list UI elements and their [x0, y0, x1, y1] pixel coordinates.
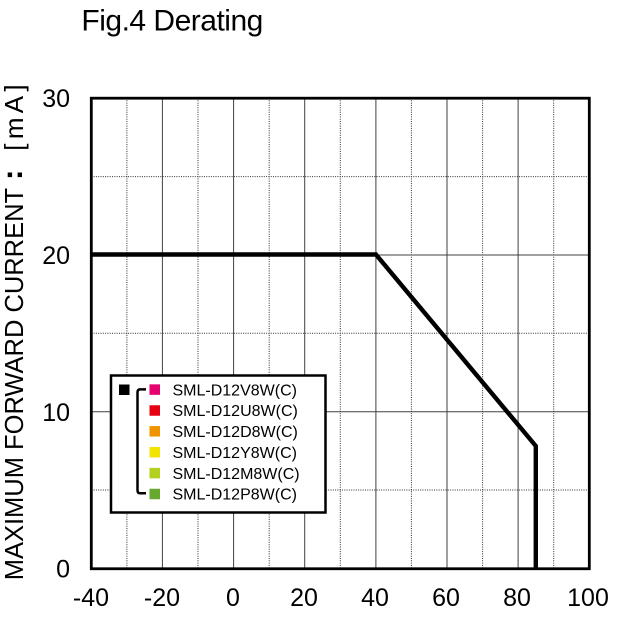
- svg-text:60: 60: [432, 584, 460, 612]
- svg-text:SML-D12U8W(C): SML-D12U8W(C): [173, 403, 298, 420]
- svg-text:SML-D12D8W(C): SML-D12D8W(C): [173, 424, 298, 441]
- svg-text:MAXIMUM FORWARD CURRENT: MAXIMUM FORWARD CURRENT: [1, 188, 29, 580]
- svg-text:0: 0: [56, 556, 70, 584]
- svg-text:-40: -40: [73, 584, 109, 612]
- svg-text:80: 80: [503, 584, 531, 612]
- svg-text:[mA]: [mA]: [0, 80, 29, 151]
- svg-text:SML-D12P8W(C): SML-D12P8W(C): [173, 487, 297, 504]
- svg-text:SML-D12M8W(C): SML-D12M8W(C): [173, 466, 300, 483]
- svg-text:20: 20: [290, 584, 318, 612]
- svg-text:-20: -20: [144, 584, 180, 612]
- svg-text:Fig.4 Derating: Fig.4 Derating: [81, 5, 262, 38]
- svg-text:30: 30: [42, 85, 70, 113]
- svg-text:100: 100: [567, 584, 609, 612]
- svg-text:0: 0: [226, 584, 240, 612]
- svg-text:SML-D12Y8W(C): SML-D12Y8W(C): [173, 445, 297, 462]
- svg-text:10: 10: [42, 399, 70, 427]
- svg-text:40: 40: [361, 584, 389, 612]
- svg-text:SML-D12V8W(C): SML-D12V8W(C): [173, 382, 297, 399]
- svg-text:20: 20: [42, 242, 70, 270]
